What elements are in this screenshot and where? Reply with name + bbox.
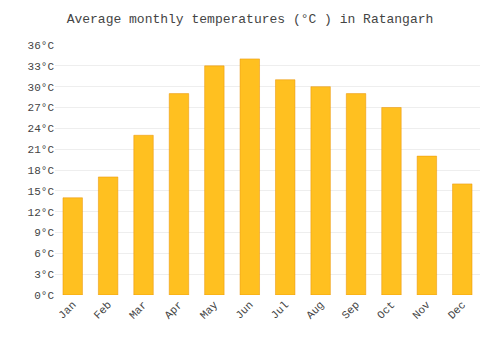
svg-text:May: May [198,299,221,322]
svg-text:18°C: 18°C [28,165,55,177]
svg-text:15°C: 15°C [28,186,55,198]
svg-text:Oct: Oct [375,299,397,321]
svg-text:Average monthly temperatures (: Average monthly temperatures (°C ) in Ra… [67,12,434,27]
svg-text:Feb: Feb [92,299,114,321]
svg-text:36°C: 36°C [28,40,55,52]
svg-text:0°C: 0°C [34,290,54,302]
svg-text:9°C: 9°C [34,227,54,239]
svg-text:12°C: 12°C [28,207,55,219]
svg-text:Dec: Dec [446,299,468,321]
svg-text:Aug: Aug [304,299,326,321]
svg-text:30°C: 30°C [28,82,55,94]
svg-text:Jul: Jul [269,299,291,321]
svg-text:21°C: 21°C [28,144,55,156]
svg-text:Mar: Mar [127,299,149,321]
svg-text:Nov: Nov [410,299,433,322]
svg-text:6°C: 6°C [34,248,54,260]
svg-text:3°C: 3°C [34,269,54,281]
svg-text:24°C: 24°C [28,123,55,135]
svg-text:27°C: 27°C [28,102,55,114]
svg-text:Jun: Jun [233,299,255,321]
svg-text:Jan: Jan [56,299,78,321]
svg-text:Apr: Apr [162,299,184,321]
svg-text:Sep: Sep [340,299,362,321]
svg-text:33°C: 33°C [28,61,55,73]
